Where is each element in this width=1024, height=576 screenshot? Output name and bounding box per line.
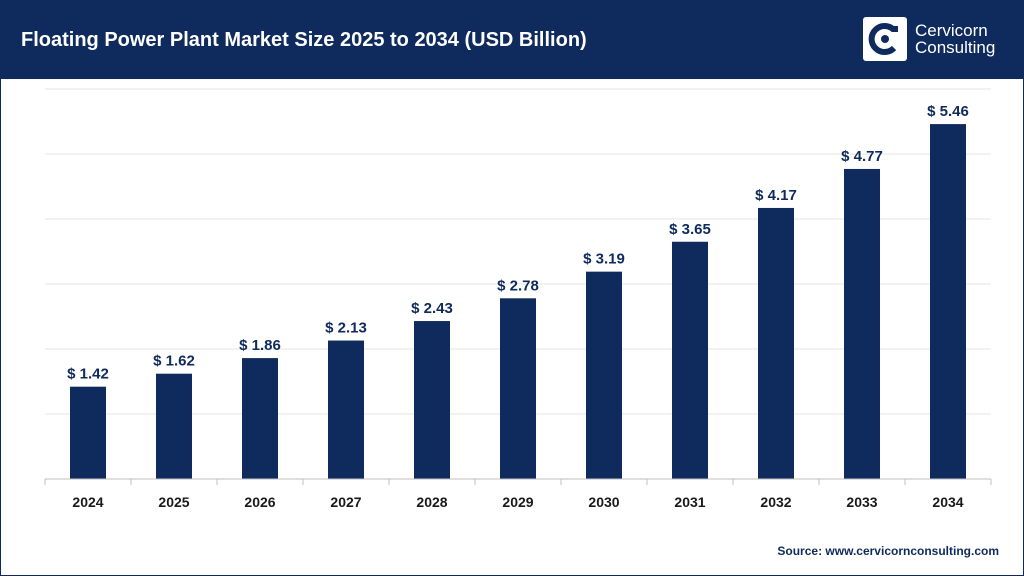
value-label-2027: $ 2.13: [325, 320, 367, 337]
bar-2031: [672, 241, 708, 479]
x-tick-label-2032: 2032: [760, 494, 791, 510]
x-tick-label-2029: 2029: [502, 494, 533, 510]
bar-2032: [758, 207, 794, 479]
value-label-2032: $ 4.17: [755, 187, 797, 204]
value-label-2026: $ 1.86: [239, 337, 281, 354]
bar-2027: [328, 340, 364, 479]
chart-title: Floating Power Plant Market Size 2025 to…: [21, 29, 587, 51]
logo-line-1: Cervicorn: [915, 21, 988, 40]
bar-2025: [156, 373, 192, 479]
x-axis: [44, 478, 992, 485]
value-labels: $ 1.42 $ 1.62 $ 1.86 $ 2.13 $ 2.43 $ 2.78 $ 3.…: [67, 103, 969, 383]
x-tick-label-2026: 2026: [244, 494, 275, 510]
value-label-2028: $ 2.43: [411, 300, 453, 317]
bar-2030: [586, 271, 622, 479]
brand-logo: Cervicorn Consulting: [863, 17, 995, 61]
value-label-2030: $ 3.19: [583, 251, 625, 268]
value-label-2024: $ 1.42: [67, 366, 109, 383]
logo-text: Cervicorn Consulting: [915, 22, 995, 56]
source-note: Source: www.cervicornconsulting.com: [777, 544, 999, 558]
bar-2029: [500, 298, 536, 479]
x-tick-label-2024: 2024: [72, 494, 103, 510]
value-label-2034: $ 5.46: [927, 103, 969, 120]
x-tick-label-2028: 2028: [416, 494, 447, 510]
x-tick-label-2034: 2034: [932, 494, 963, 510]
bar-2034: [930, 124, 966, 479]
bar-2026: [242, 358, 278, 479]
x-tick-label-2033: 2033: [846, 494, 877, 510]
x-tick-label-2025: 2025: [158, 494, 189, 510]
bar-2024: [70, 386, 106, 479]
bar-chart: $ 1.42 $ 1.62 $ 1.86 $ 2.13 $ 2.43 $ 2.78 $ 3.…: [44, 88, 992, 510]
bar-2033: [844, 168, 880, 479]
cervicorn-logo-icon: [863, 17, 907, 61]
value-label-2029: $ 2.78: [497, 277, 539, 294]
header-bar: Floating Power Plant Market Size 2025 to…: [1, 1, 1023, 79]
logo-line-2: Consulting: [915, 38, 996, 57]
bar-2028: [414, 321, 450, 479]
x-tick-label-2031: 2031: [674, 494, 705, 510]
x-tick-labels: 2024 2025 2026 2027 2028 2029 2030 2031 2032 2033…: [72, 494, 963, 510]
bars: [70, 124, 966, 479]
grid-lines: [45, 88, 991, 415]
value-label-2025: $ 1.62: [153, 353, 195, 370]
value-label-2031: $ 3.65: [669, 221, 711, 238]
x-tick-label-2027: 2027: [330, 494, 361, 510]
value-label-2033: $ 4.77: [841, 148, 883, 165]
x-tick-label-2030: 2030: [588, 494, 619, 510]
